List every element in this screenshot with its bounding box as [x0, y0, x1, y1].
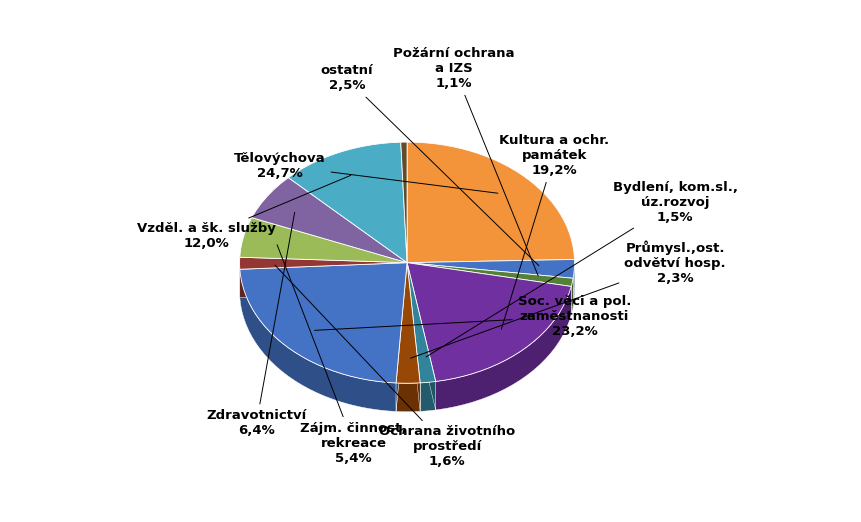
Polygon shape	[396, 263, 407, 411]
Text: Tělovýchova
24,7%: Tělovýchova 24,7%	[234, 151, 498, 193]
Polygon shape	[407, 263, 436, 383]
Polygon shape	[407, 263, 571, 315]
Polygon shape	[407, 142, 574, 263]
Polygon shape	[573, 266, 574, 307]
Text: Vzděl. a šk. služby
12,0%: Vzděl. a šk. služby 12,0%	[137, 175, 350, 250]
Text: Ochrana životního
prostředí
1,6%: Ochrana životního prostředí 1,6%	[275, 265, 516, 468]
Polygon shape	[240, 263, 407, 383]
Polygon shape	[420, 382, 436, 411]
Polygon shape	[400, 142, 407, 263]
Polygon shape	[407, 259, 574, 291]
Text: Zdravotnictví
6,4%: Zdravotnictví 6,4%	[206, 212, 307, 437]
Polygon shape	[240, 269, 396, 411]
Polygon shape	[407, 263, 571, 382]
Polygon shape	[396, 263, 420, 383]
Text: Soc. věci a pol.
zaměstnanosti
23,2%: Soc. věci a pol. zaměstnanosti 23,2%	[314, 295, 631, 338]
Text: Zájm. činnost,
rekreace
5,4%: Zájm. činnost, rekreace 5,4%	[277, 245, 406, 465]
Polygon shape	[396, 383, 420, 412]
Polygon shape	[407, 263, 436, 410]
Polygon shape	[239, 257, 407, 269]
Polygon shape	[436, 287, 571, 410]
Polygon shape	[407, 259, 574, 278]
Polygon shape	[407, 259, 574, 291]
Text: Požární ochrana
a IZS
1,1%: Požární ochrana a IZS 1,1%	[393, 47, 538, 276]
Polygon shape	[407, 263, 573, 307]
Polygon shape	[407, 263, 573, 307]
Polygon shape	[396, 263, 407, 411]
Polygon shape	[407, 263, 571, 315]
Text: Bydlení, kom.sl.,
úz.rozvoj
1,5%: Bydlení, kom.sl., úz.rozvoj 1,5%	[426, 181, 738, 357]
Polygon shape	[239, 218, 407, 263]
Polygon shape	[407, 263, 573, 287]
Polygon shape	[251, 177, 407, 263]
Polygon shape	[240, 263, 407, 298]
Polygon shape	[407, 263, 420, 411]
Text: Kultura a ochr.
památek
19,2%: Kultura a ochr. památek 19,2%	[499, 134, 610, 329]
Polygon shape	[240, 263, 407, 298]
Polygon shape	[288, 142, 407, 263]
Polygon shape	[571, 278, 573, 315]
Polygon shape	[407, 263, 436, 410]
Polygon shape	[407, 263, 420, 411]
Text: Průmysl.,ost.
odvětví hosp.
2,3%: Průmysl.,ost. odvětví hosp. 2,3%	[411, 241, 726, 358]
Text: ostatní
2,5%: ostatní 2,5%	[320, 64, 539, 266]
